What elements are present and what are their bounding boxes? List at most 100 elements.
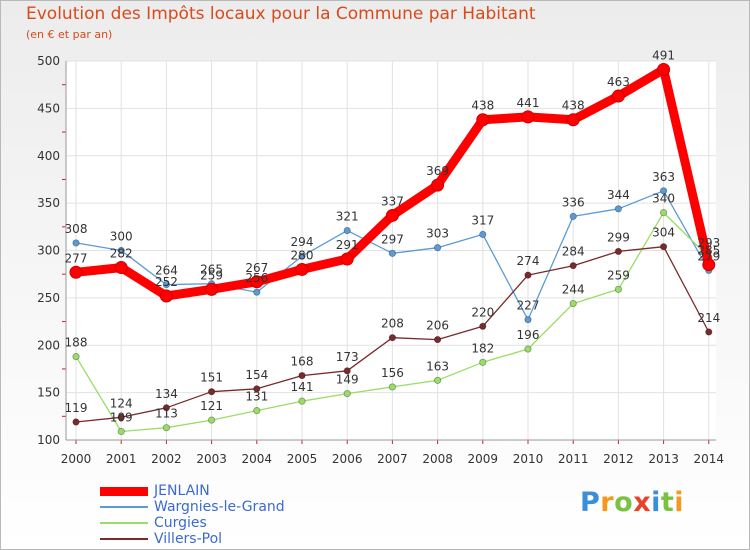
data-point <box>298 397 306 405</box>
data-point <box>250 275 264 289</box>
data-label: 188 <box>65 336 88 350</box>
y-tick-label: 250 <box>37 291 60 305</box>
data-label: 124 <box>110 396 133 410</box>
data-label: 303 <box>426 227 449 241</box>
data-label: 441 <box>517 96 540 110</box>
data-point <box>611 89 625 103</box>
logo-letter: r <box>600 487 615 518</box>
data-point <box>117 427 125 436</box>
data-point <box>521 110 535 124</box>
x-tick-label: 2006 <box>332 452 363 466</box>
data-label: 154 <box>245 368 268 382</box>
x-tick-label: 2007 <box>377 452 408 466</box>
legend-label: JENLAIN <box>154 483 210 499</box>
data-point <box>614 247 623 256</box>
data-label: 252 <box>155 275 178 289</box>
data-point <box>114 261 128 275</box>
x-tick-label: 2002 <box>151 452 182 466</box>
data-label: 141 <box>291 380 314 394</box>
data-point <box>479 358 487 366</box>
series-layer <box>69 63 716 436</box>
data-point <box>298 371 306 380</box>
data-label: 279 <box>697 249 720 263</box>
y-tick-label: 400 <box>37 149 60 163</box>
data-point <box>159 289 173 303</box>
data-label: 363 <box>652 170 675 184</box>
data-label: 282 <box>110 247 133 261</box>
x-tick-label: 2010 <box>513 452 544 466</box>
data-label: 317 <box>471 213 494 227</box>
x-tick-label: 2008 <box>422 452 453 466</box>
axis-layer: 100 150 200 250 300 350 400 450 500 2000 2001 2002 2… <box>37 54 724 466</box>
x-tick-label: 2005 <box>287 452 318 466</box>
data-point <box>343 389 351 398</box>
data-label: 256 <box>245 271 268 285</box>
data-label: 173 <box>336 350 359 364</box>
data-point <box>657 63 671 77</box>
logo-letter: i <box>674 487 685 518</box>
data-point <box>388 383 396 391</box>
x-tick-label: 2004 <box>242 452 273 466</box>
data-label: 438 <box>562 99 585 113</box>
data-point <box>385 208 399 222</box>
data-point <box>162 281 170 289</box>
data-point <box>253 407 261 415</box>
data-label: 220 <box>471 305 494 319</box>
data-point <box>253 385 261 393</box>
data-point <box>614 285 623 293</box>
legend-item: Villers-Pol <box>100 531 360 547</box>
data-point <box>298 252 306 260</box>
data-point <box>72 418 80 426</box>
data-label: 244 <box>562 283 585 297</box>
data-point <box>569 299 577 308</box>
data-label: 337 <box>381 194 404 208</box>
logo-letter: t <box>660 487 675 518</box>
legend-swatch <box>100 506 148 508</box>
data-label: 265 <box>200 263 223 277</box>
data-point <box>433 376 442 384</box>
x-tick-label: 2014 <box>694 452 725 466</box>
data-label: 491 <box>652 49 675 63</box>
data-point <box>524 345 532 353</box>
y-tick-label: 200 <box>37 338 60 352</box>
logo-letter: i <box>651 487 661 518</box>
data-label: 291 <box>336 238 359 252</box>
data-point <box>343 367 351 375</box>
y-tick-label: 150 <box>37 386 60 400</box>
data-point <box>524 271 532 279</box>
data-label: 119 <box>65 401 88 415</box>
data-point <box>702 258 716 272</box>
data-point <box>117 246 125 255</box>
data-label: 131 <box>245 390 268 404</box>
data-point <box>476 113 490 127</box>
logo-letter: P <box>580 487 601 518</box>
data-point <box>433 244 442 252</box>
data-label: 280 <box>291 248 314 262</box>
logo-letter: o <box>614 487 634 518</box>
data-point <box>208 416 216 424</box>
y-tick-label: 300 <box>37 244 60 258</box>
x-tick-label: 2013 <box>648 452 679 466</box>
data-point <box>566 113 580 127</box>
legend-swatch <box>100 522 148 524</box>
data-point <box>659 209 668 217</box>
data-label: 208 <box>381 317 404 331</box>
data-point <box>659 187 668 195</box>
data-point <box>72 353 80 361</box>
data-label: 299 <box>607 230 630 244</box>
legend: JENLAIN Wargnies-le-Grand Curgies Villers-P… <box>100 483 360 547</box>
data-point <box>340 252 354 266</box>
data-label: 259 <box>200 268 223 282</box>
data-point <box>569 262 577 270</box>
data-point <box>72 239 80 247</box>
data-point <box>388 334 396 342</box>
data-label: 304 <box>652 226 675 240</box>
data-point <box>69 265 83 279</box>
data-point <box>659 243 668 251</box>
data-label: 297 <box>381 232 404 246</box>
data-point <box>433 335 442 344</box>
data-label: 344 <box>607 188 630 202</box>
data-label: 340 <box>652 192 675 206</box>
data-label: 369 <box>426 164 449 178</box>
